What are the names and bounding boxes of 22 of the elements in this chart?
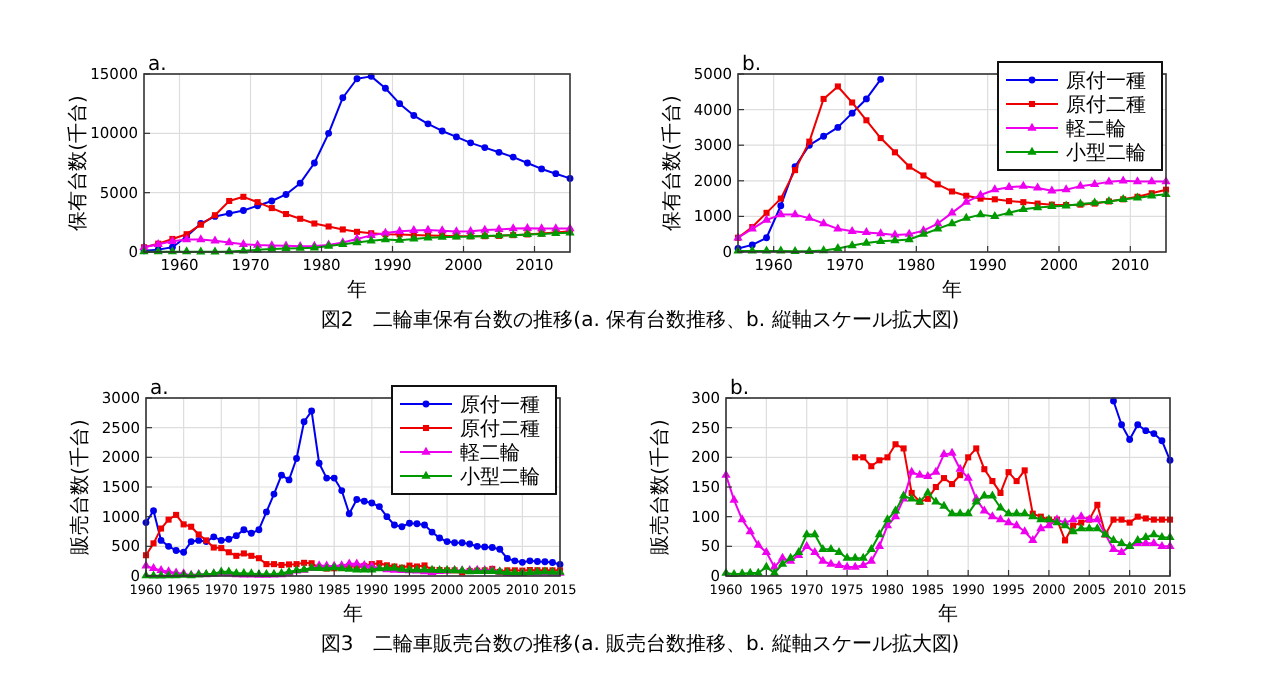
chart-title: a. xyxy=(148,54,167,76)
legend-label: 小型二輪 xyxy=(460,465,540,489)
legend-label: 軽二輪 xyxy=(460,441,520,465)
x-axis-title: 年 xyxy=(938,602,958,626)
y-axis-title: 販売台数(千台) xyxy=(68,419,92,555)
chart-title: b. xyxy=(742,54,762,76)
legend-label: 軽二輪 xyxy=(1066,117,1126,141)
legend-label: 原付二種 xyxy=(1066,95,1146,117)
y-axis-title: 保有台数(千台) xyxy=(66,95,90,231)
legend-label: 原付一種 xyxy=(1066,71,1146,93)
caption: 図3 二輪車販売台数の推移(a. 販売台数推移、b. 縦軸スケール拡大図) xyxy=(320,632,960,656)
chart-title: b. xyxy=(730,378,750,400)
legend-label: 小型二輪 xyxy=(1066,141,1146,165)
caption: 図2 二輪車保有台数の推移(a. 保有台数推移、b. 縦軸スケール拡大図) xyxy=(320,308,960,332)
x-axis-title: 年 xyxy=(343,602,363,626)
x-axis-title: 年 xyxy=(942,278,962,302)
y-axis-title: 保有台数(千台) xyxy=(660,95,684,231)
legend-label: 原付二種 xyxy=(460,419,540,441)
chart-title: a. xyxy=(150,378,169,400)
y-axis-title: 販売台数(千台) xyxy=(648,419,672,555)
x-axis-title: 年 xyxy=(347,278,367,302)
legend-label: 原付一種 xyxy=(460,395,540,417)
